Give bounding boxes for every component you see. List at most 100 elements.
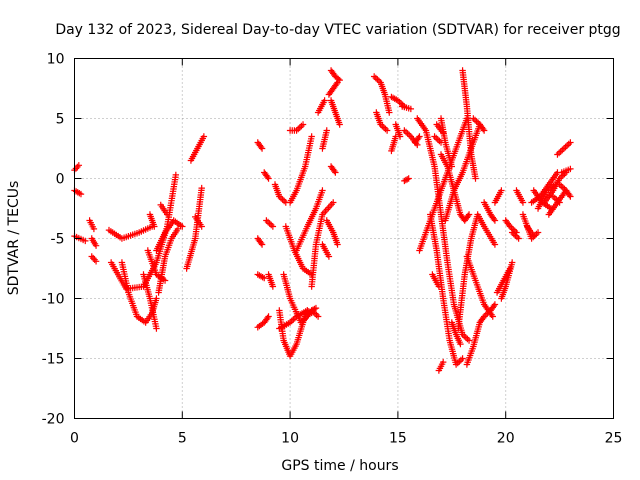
data-track-5 (88, 253, 100, 265)
data-point (448, 163, 455, 170)
data-point (312, 304, 320, 312)
data-point (534, 229, 542, 236)
x-tick-label: 0 (70, 431, 79, 447)
data-track-59 (437, 151, 473, 224)
data-point (512, 232, 519, 239)
data-point (401, 127, 408, 134)
data-track-15 (187, 133, 208, 164)
data-track-85 (558, 165, 574, 176)
data-point (269, 283, 277, 290)
axis-ticks (74, 58, 614, 419)
data-point (462, 334, 470, 341)
data-point (407, 105, 415, 113)
data-point (471, 116, 479, 124)
y-tick-labels: 10 5 0 -5 -10 -15 -20 (42, 52, 65, 428)
data-point (296, 124, 304, 131)
data-track-44 (373, 109, 391, 134)
data-track-7 (105, 223, 156, 242)
data-track-69 (491, 187, 505, 206)
data-track-39 (325, 79, 341, 98)
data-point (432, 134, 440, 142)
data-track-9 (140, 271, 160, 332)
data-point (554, 151, 561, 158)
y-tick-label: -5 (51, 232, 65, 248)
data-track-82 (549, 193, 563, 206)
data-point (508, 259, 516, 266)
data-point (558, 182, 565, 190)
data-track-37 (319, 241, 333, 260)
data-track-60 (437, 115, 455, 170)
data-point (90, 225, 98, 233)
data-point (257, 239, 265, 247)
x-tick-label: 20 (497, 431, 515, 447)
data-track-64 (459, 67, 479, 182)
y-tick-label: 10 (47, 52, 65, 68)
data-point (164, 211, 171, 218)
data-point (386, 109, 393, 116)
data-track-11 (153, 217, 186, 254)
data-point (280, 197, 288, 205)
data-point (435, 283, 443, 290)
data-point (336, 76, 343, 84)
data-track-40 (327, 97, 343, 128)
data-point (332, 169, 339, 176)
data-track-14 (155, 225, 182, 296)
data-point (565, 140, 572, 148)
data-track-47 (392, 121, 404, 140)
data-point (330, 199, 337, 206)
data-track-18 (254, 139, 266, 152)
data-point (72, 165, 80, 172)
data-point (491, 301, 499, 308)
data-track-63 (455, 211, 499, 332)
data-point (464, 212, 472, 220)
data-track-29 (282, 223, 315, 278)
data-track-75 (519, 211, 542, 242)
data-point (402, 176, 410, 184)
y-tick-label: -15 (42, 352, 65, 368)
data-track-51 (411, 133, 423, 146)
data-point (479, 125, 487, 133)
data-point (563, 142, 571, 149)
data-track-35 (314, 97, 328, 116)
data-point (566, 191, 573, 199)
data-point (491, 241, 499, 248)
data-point (153, 295, 160, 302)
data-track-28 (280, 271, 320, 326)
data-track-34 (308, 199, 337, 290)
data-point (372, 74, 380, 82)
data-point (263, 217, 270, 224)
data-point (323, 127, 330, 134)
data-track-62 (448, 319, 464, 348)
data-point (405, 175, 412, 182)
x-tick-label: 10 (281, 431, 299, 447)
data-point (200, 133, 208, 140)
data-point (559, 146, 566, 154)
x-tick-label: 25 (605, 431, 623, 447)
data-track-38 (323, 217, 341, 248)
data-track-55 (429, 271, 443, 290)
data-point (406, 131, 413, 139)
data-point (265, 313, 272, 320)
y-tick-label: -20 (42, 412, 65, 428)
data-point (380, 124, 388, 131)
data-point (290, 316, 297, 323)
data-track-83 (554, 139, 574, 158)
data-point (374, 76, 381, 83)
data-point (513, 233, 521, 241)
data-point (198, 184, 205, 192)
data-track-84 (556, 181, 574, 200)
data-track-17 (192, 213, 205, 230)
data-track-76 (524, 223, 537, 240)
data-point (498, 187, 505, 194)
data-point (397, 100, 405, 107)
data-point (530, 232, 537, 240)
data-points (71, 67, 574, 374)
data-point (431, 133, 438, 140)
data-point (457, 340, 464, 348)
data-point (560, 145, 568, 152)
data-point (334, 241, 341, 248)
y-tick-label: 0 (56, 172, 65, 188)
data-point (161, 277, 169, 284)
data-point (439, 358, 447, 366)
x-axis-label: GPS time / hours (281, 458, 398, 474)
